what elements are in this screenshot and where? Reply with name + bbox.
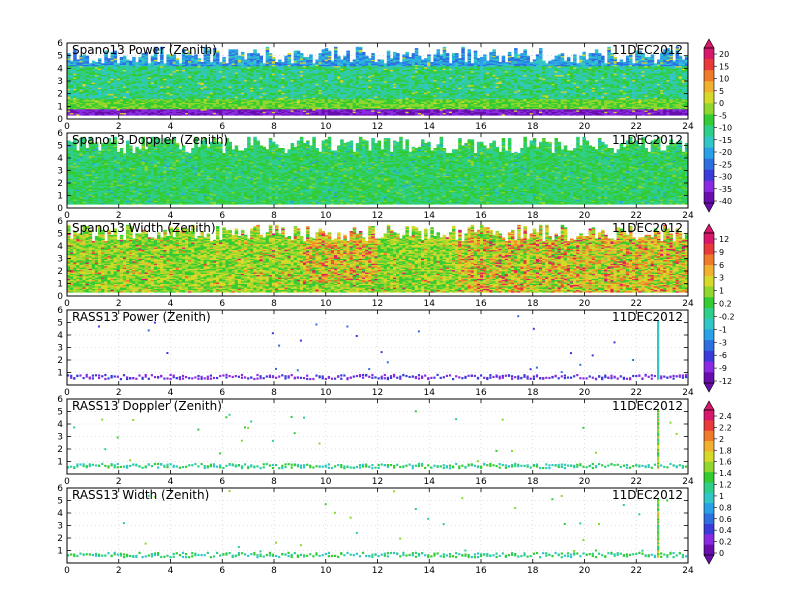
data-cell: [67, 53, 71, 55]
data-cell: [89, 63, 93, 65]
data-cell: [107, 58, 111, 60]
data-cell: [117, 63, 121, 65]
data-cell: [120, 57, 124, 59]
data-cell: [129, 61, 133, 63]
data-cell: [98, 58, 102, 60]
data-cell: [101, 63, 105, 65]
data-cell: [92, 61, 96, 63]
data-cell: [126, 60, 130, 62]
profiler-chart: 0123456024681012141618202224Spano13 Powe…: [0, 0, 792, 612]
data-cell: [76, 60, 80, 62]
data-cell: [95, 62, 99, 64]
chart-stage: 0123456024681012141618202224Spano13 Powe…: [0, 0, 792, 612]
data-cell: [70, 61, 74, 63]
